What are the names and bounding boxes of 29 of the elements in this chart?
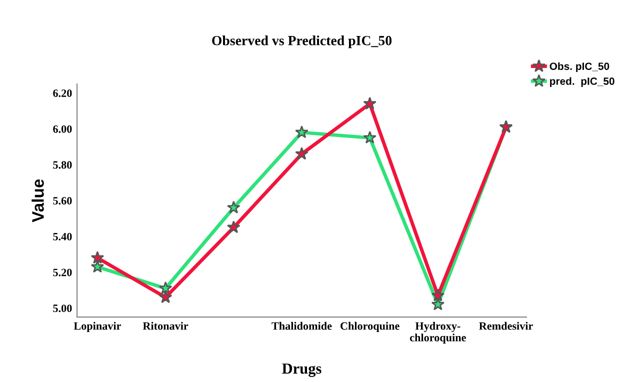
y-tick-label: 6.20 bbox=[53, 89, 72, 98]
x-tick-label: Ritonavir bbox=[142, 322, 188, 330]
point bbox=[295, 125, 308, 138]
point bbox=[363, 130, 376, 144]
x-tick-label: Thalidomide bbox=[272, 322, 332, 330]
x-tick-label: Hydroxy- chloroquine bbox=[410, 322, 466, 344]
point bbox=[431, 298, 445, 310]
point bbox=[295, 147, 308, 160]
y-tick-label: 5.00 bbox=[53, 304, 72, 312]
point bbox=[90, 250, 104, 264]
point bbox=[431, 288, 445, 302]
legend-label: pred. pIC_50 bbox=[550, 77, 614, 87]
y-tick-label: 5.20 bbox=[53, 268, 72, 276]
point bbox=[363, 96, 376, 110]
y-tick-label: 5.40 bbox=[53, 232, 72, 240]
point bbox=[227, 220, 240, 234]
y-tick-label: 5.80 bbox=[53, 161, 72, 169]
y-axis-title: Value bbox=[32, 179, 44, 222]
y-tick-label: 6.00 bbox=[53, 125, 72, 133]
point bbox=[227, 200, 240, 214]
legend-label: Obs. pIC_50 bbox=[550, 62, 610, 72]
x-axis-title: Drugs bbox=[282, 364, 322, 377]
x-tick-label: Remdesivir bbox=[479, 322, 533, 330]
point bbox=[158, 290, 172, 304]
chart-title: Observed vs Predicted pIC_50 bbox=[212, 36, 392, 48]
y-tick-label: 5.60 bbox=[53, 197, 72, 205]
point bbox=[90, 260, 104, 273]
x-tick-label: Chloroquine bbox=[340, 322, 400, 332]
x-tick-label: Lopinavir bbox=[74, 322, 121, 332]
